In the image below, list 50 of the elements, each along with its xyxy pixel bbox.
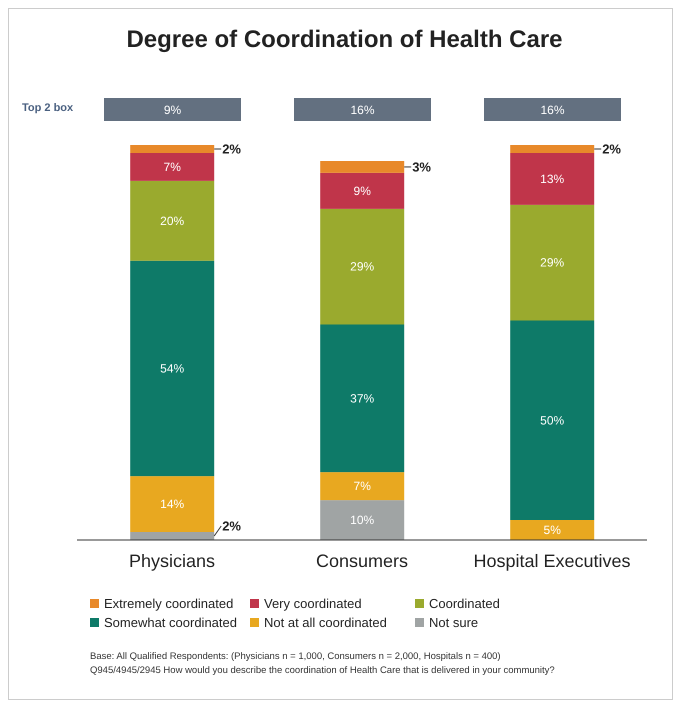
chart-title: Degree of Coordination of Health Care: [125, 26, 564, 54]
text: 16%: [484, 98, 621, 121]
data-label: 2%: [222, 518, 242, 534]
legend-label: Not at all coordinated: [263, 615, 388, 630]
legend-label: Somewhat coordinated: [103, 615, 238, 630]
bar: [320, 208, 404, 325]
data-label: 13%: [540, 172, 565, 186]
data-label: 14%: [160, 497, 185, 512]
data-label: 50%: [540, 413, 565, 428]
legend-label: Not sure: [428, 615, 480, 630]
data-label: 29%: [540, 256, 565, 270]
bar: [130, 152, 214, 181]
bar: [130, 532, 214, 540]
bar: [510, 520, 594, 540]
bar: [130, 180, 214, 261]
data-label: 7%: [354, 479, 372, 494]
x-tick-label: Hospital Executives: [473, 550, 631, 571]
bar: [130, 145, 214, 153]
data-label: 7%: [164, 160, 182, 174]
bar: [320, 500, 404, 540]
text: Base: All Qualified Respondents: (Physicians n = 1,000, Consumers n = 2,000, Hospitals n = 400): [90, 650, 502, 664]
data-label: 37%: [350, 391, 375, 406]
data-label: 2%: [602, 141, 622, 156]
bar: [510, 320, 594, 520]
data-label: 29%: [350, 260, 375, 274]
bar: [130, 476, 214, 532]
data-label: 20%: [160, 214, 185, 228]
text: 9%: [104, 98, 241, 121]
bar: [510, 204, 594, 321]
x-tick-label: Consumers: [316, 550, 408, 571]
bar: [510, 145, 594, 153]
legend-label: Extremely coordinated: [103, 596, 234, 611]
bar: [320, 160, 404, 173]
bar: [130, 260, 214, 476]
data-label: 9%: [354, 184, 372, 198]
text: Q945/4945/2945 How would you describe the coordination of Health Care that is delivered in your community?: [90, 664, 555, 678]
bar: [320, 324, 404, 472]
data-label: 5%: [544, 523, 562, 538]
text: Top 2 box: [22, 102, 74, 114]
text: 16%: [294, 98, 431, 121]
data-label: 54%: [160, 361, 185, 376]
legend-label: Coordinated: [428, 596, 501, 611]
bar: [320, 472, 404, 500]
data-label: 10%: [350, 513, 375, 528]
data-label: 2%: [222, 141, 242, 156]
bar: [320, 172, 404, 209]
bar: [510, 152, 594, 205]
legend-label: Very coordinated: [263, 596, 363, 611]
x-tick-label: Physicians: [128, 550, 216, 571]
data-label: 3%: [412, 159, 432, 174]
